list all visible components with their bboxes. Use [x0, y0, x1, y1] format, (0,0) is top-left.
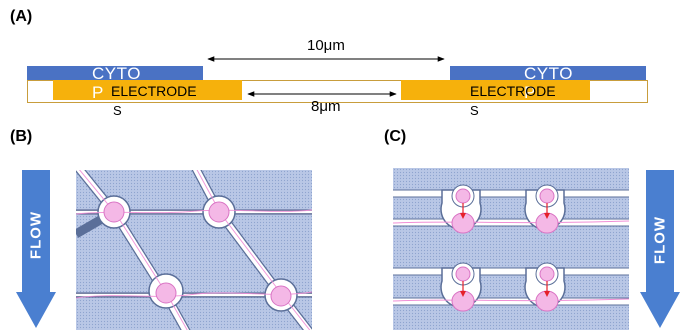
cytop-layer-left — [27, 66, 203, 80]
flow-arrow-c — [640, 170, 680, 328]
electrode-label-right: ELECTRODE — [470, 83, 556, 99]
dim-label-electrode-gap: 8μm — [311, 98, 341, 115]
cytop-label-right: CYTO — [524, 64, 573, 83]
cytop-label-right-tail: P — [524, 83, 536, 102]
electrode-label-right-tail: S — [470, 103, 479, 118]
panel-c-label: (C) — [384, 128, 407, 145]
flow-arrow-b — [16, 170, 56, 328]
flow-label-c: FLOW — [651, 215, 669, 265]
panel-a-label: (A) — [10, 8, 33, 25]
dim-label-cyto-gap: 10μm — [307, 37, 345, 54]
electrode-right — [401, 80, 590, 100]
channel-network-c — [393, 168, 629, 330]
panel-b-label: (B) — [10, 128, 33, 145]
cytop-label-left: CYTO — [92, 64, 141, 83]
channel-network-b — [76, 170, 312, 330]
electrode-label-left-tail: S — [113, 103, 122, 118]
electrode-label-left: ELECTRODE — [111, 83, 197, 99]
cytop-layer-right — [450, 66, 646, 80]
electrode-left — [53, 80, 242, 100]
cytop-label-left-tail: P — [92, 83, 104, 102]
flow-label-b: FLOW — [27, 210, 45, 260]
